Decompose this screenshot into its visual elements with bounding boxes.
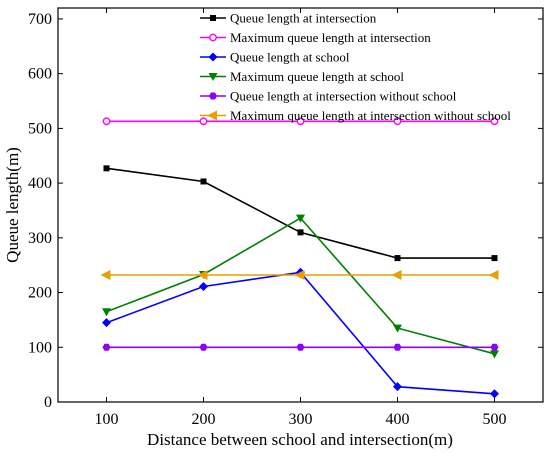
- data-point-marker: [210, 15, 216, 21]
- y-axis-title: Queue length(m): [3, 147, 22, 263]
- data-point-marker: [100, 270, 111, 281]
- x-tick-label: 300: [289, 411, 313, 428]
- series-2: [102, 117, 499, 126]
- data-point-marker: [199, 343, 208, 351]
- legend-item: Queue length at intersection without sch…: [200, 89, 457, 104]
- data-point-marker: [294, 270, 305, 281]
- data-point-marker: [490, 350, 499, 359]
- series-4: [102, 214, 499, 359]
- series-5: [102, 343, 499, 351]
- plot-frame: [57, 7, 544, 403]
- legend-label: Maximum queue length at intersection wit…: [230, 108, 511, 123]
- legend-item: Maximum queue length at intersection wit…: [200, 108, 511, 123]
- axis-ticks: 0 100 200 300 400 500 600 700 100 200 300 400 500: [28, 8, 543, 428]
- legend-item: Queue length at school: [200, 50, 350, 65]
- y-tick-label: 300: [28, 230, 52, 247]
- legend-item: Maximum queue length at school: [200, 69, 404, 84]
- data-point-marker: [491, 255, 498, 262]
- x-tick-label: 100: [95, 411, 119, 428]
- data-point-marker: [209, 33, 217, 42]
- y-tick-label: 100: [28, 339, 52, 356]
- data-point-marker: [209, 92, 217, 100]
- data-point-marker: [488, 270, 499, 281]
- data-point-marker: [200, 178, 207, 185]
- y-tick-label: 700: [28, 11, 52, 28]
- data-point-marker: [394, 255, 401, 262]
- data-point-marker: [197, 270, 208, 281]
- data-point-marker: [208, 52, 218, 62]
- legend-item: Queue length at intersection: [200, 11, 377, 26]
- legend: Queue length at intersection Maximum queu…: [200, 11, 511, 123]
- data-point-marker: [199, 282, 208, 292]
- data-point-marker: [393, 324, 402, 333]
- legend-label: Maximum queue length at intersection: [230, 30, 431, 45]
- series-layer: [100, 117, 499, 399]
- data-point-marker: [103, 165, 110, 172]
- data-point-marker: [207, 110, 217, 121]
- data-point-marker: [199, 117, 208, 126]
- series-line: [106, 271, 495, 395]
- series-line: [106, 167, 495, 259]
- data-point-marker: [102, 343, 111, 351]
- plot-area: [57, 7, 544, 403]
- series-3: [102, 267, 499, 399]
- data-point-marker: [393, 117, 402, 126]
- series-6: [100, 270, 499, 281]
- data-point-marker: [490, 117, 499, 126]
- legend-label: Maximum queue length at school: [230, 69, 404, 84]
- data-point-marker: [393, 382, 402, 392]
- y-tick-label: 200: [28, 285, 52, 302]
- data-point-marker: [296, 214, 305, 223]
- legend-label: Queue length at school: [230, 50, 350, 65]
- x-tick-label: 400: [386, 411, 410, 428]
- y-tick-label: 600: [28, 66, 52, 83]
- x-tick-label: 200: [192, 411, 216, 428]
- data-point-marker: [297, 229, 304, 236]
- data-point-marker: [208, 73, 218, 81]
- data-point-marker: [490, 343, 499, 351]
- data-point-marker: [393, 343, 402, 351]
- x-axis-title: Distance between school and intersection…: [147, 430, 453, 449]
- y-tick-label: 0: [44, 394, 52, 411]
- data-point-marker: [296, 117, 305, 126]
- data-point-marker: [102, 318, 111, 328]
- data-point-marker: [391, 270, 402, 281]
- data-point-marker: [102, 308, 111, 317]
- data-point-marker: [102, 117, 111, 126]
- y-tick-label: 400: [28, 175, 52, 192]
- series-1: [103, 165, 498, 262]
- legend-item: Maximum queue length at intersection: [200, 30, 431, 45]
- legend-label: Queue length at intersection without sch…: [230, 89, 457, 104]
- x-tick-label: 500: [483, 411, 507, 428]
- data-point-marker: [490, 389, 499, 399]
- series-line: [106, 217, 495, 355]
- data-point-marker: [296, 343, 305, 351]
- legend-label: Queue length at intersection: [230, 11, 377, 26]
- y-tick-label: 500: [28, 120, 52, 137]
